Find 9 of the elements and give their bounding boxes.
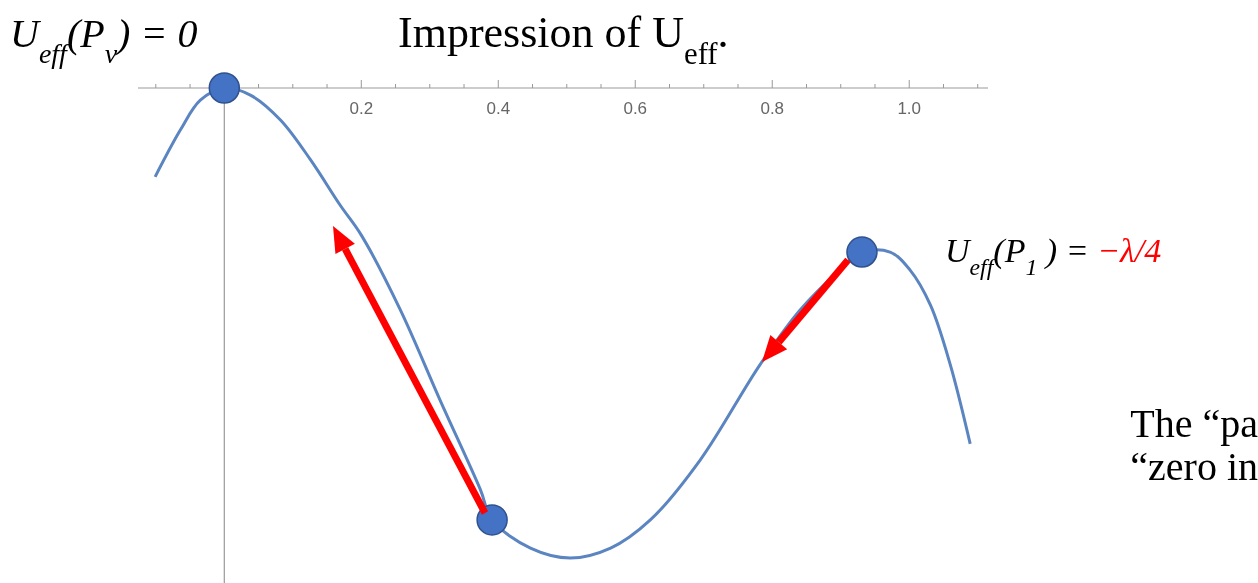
- text: U$_{eff}$(P$_{v}$) = 0: [10, 11, 198, 69]
- chart-title: Impression of U$_{eff}$.: [398, 8, 729, 71]
- text: The “pa: [1130, 401, 1258, 446]
- annotation: U$_{eff}$(P$_{1}$ ) = −λ/4: [945, 232, 1162, 280]
- x-tick-label: 0.6: [623, 99, 648, 118]
- x-tick-label: 1.0: [897, 99, 922, 118]
- x-tick-label: 0.2: [349, 99, 374, 118]
- x-tick-label: 0.8: [760, 99, 785, 118]
- x-tick-label: 0.4: [486, 99, 511, 118]
